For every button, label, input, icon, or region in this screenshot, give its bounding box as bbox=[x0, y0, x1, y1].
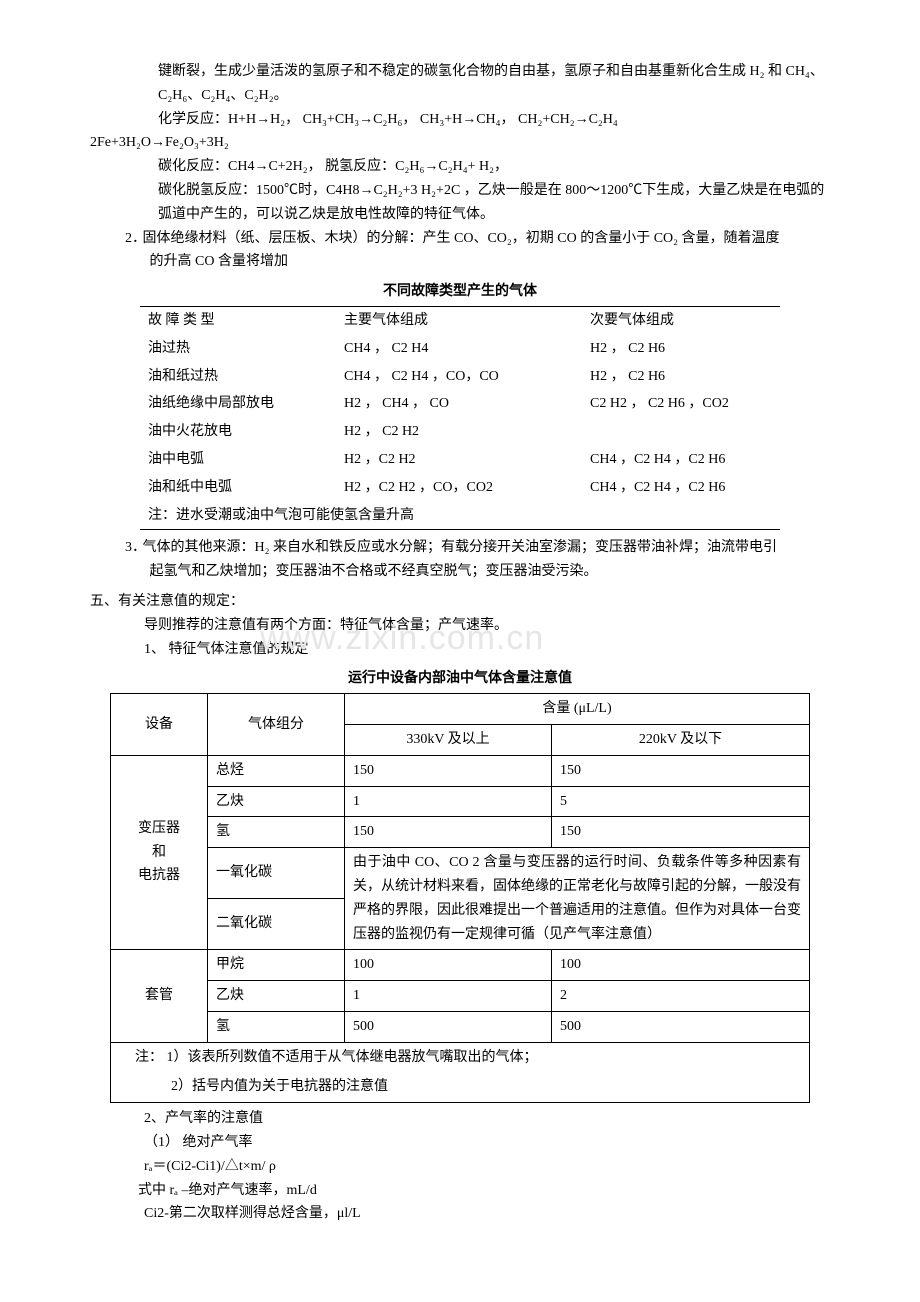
t1-c: H2 ，C2 H2 ，CO，CO2 bbox=[336, 474, 582, 502]
t1-h1: 故 障 类 型 bbox=[140, 306, 336, 334]
intro-p2b: 2Fe+3H₂O→Fe₂O₃+3H₂ bbox=[90, 131, 830, 155]
rate-abs-title: （1） 绝对产气率 bbox=[144, 1131, 830, 1155]
t2-c: 1 bbox=[345, 786, 552, 817]
t1-c: 油中电弧 bbox=[140, 446, 336, 474]
intro-p2: 化学反应：H+H→H₂， CH₃+CH₃→C₂H₆， CH₃+H→CH₄， CH… bbox=[158, 108, 830, 132]
t2-c: 150 bbox=[552, 817, 810, 848]
t2-dev1: 变压器和电抗器 bbox=[111, 755, 208, 950]
t2-c: 100 bbox=[345, 950, 552, 981]
rate-desc1: 式中 rₐ –绝对产气速率，mL/d bbox=[138, 1179, 830, 1203]
t2-c: 氢 bbox=[208, 817, 345, 848]
t2-c: 5 bbox=[552, 786, 810, 817]
t1-c: 油和纸过热 bbox=[140, 363, 336, 391]
t2-h-comp: 气体组分 bbox=[208, 694, 345, 756]
fault-table: 故 障 类 型 主要气体组成 次要气体组成 油过热CH4 ， C2 H4H2 ，… bbox=[140, 306, 780, 530]
rate-desc2: Ci2-第二次取样测得总烃含量，μl/L bbox=[144, 1202, 830, 1226]
t1-c: 油中火花放电 bbox=[140, 418, 336, 446]
t1-c: C2 H2 ， C2 H6 ，CO2 bbox=[582, 390, 780, 418]
t2-h-dev: 设备 bbox=[111, 694, 208, 756]
t2-c: 总烃 bbox=[208, 755, 345, 786]
t2-co-text: 由于油中 CO、CO 2 含量与变压器的运行时间、负载条件等多种因素有关，从统计… bbox=[345, 848, 810, 950]
t1-c: H2 ， CH4 ， CO bbox=[336, 390, 582, 418]
t2-c: 100 bbox=[552, 950, 810, 981]
intro-p4: 碳化脱氢反应：1500℃时，C4H8→C₂H₂+3 H₂+2C ，乙炔一般是在 … bbox=[158, 179, 830, 227]
t1-c: H2 ， C2 H6 bbox=[582, 363, 780, 391]
t1-note: 注：进水受潮或油中气泡可能使氢含量升高 bbox=[140, 502, 780, 530]
t1-c: 油和纸中电弧 bbox=[140, 474, 336, 502]
rate-formula: rₐ＝(Ci2-Ci1)/△t×m/ ρ bbox=[144, 1155, 830, 1179]
t2-c: 150 bbox=[345, 755, 552, 786]
t1-h2: 主要气体组成 bbox=[336, 306, 582, 334]
t2-c: 乙炔 bbox=[208, 786, 345, 817]
t1-c: 油过热 bbox=[140, 335, 336, 363]
t2-dev2: 套管 bbox=[111, 950, 208, 1042]
t2-co2: 二氧化碳 bbox=[208, 899, 345, 950]
rate-sub2: 2、产气率的注意值 bbox=[144, 1107, 830, 1131]
tbl1-title: 不同故障类型产生的气体 bbox=[90, 280, 830, 304]
t1-h3: 次要气体组成 bbox=[582, 306, 780, 334]
sec5-sub1: 1、 特征气体注意值的规定 bbox=[144, 638, 830, 662]
t2-c: 乙炔 bbox=[208, 981, 345, 1012]
item-2: 固体绝缘材料（纸、层压板、木块）的分解：产生 CO、CO₂，初期 CO 的含量小… bbox=[143, 231, 780, 270]
t2-c: 2 bbox=[552, 981, 810, 1012]
intro-p3: 碳化反应：CH4→C+2H₂， 脱氢反应：C₂H₆→C₂H₄+ H₂， bbox=[158, 155, 830, 179]
t2-co: 一氧化碳 bbox=[208, 848, 345, 899]
t2-c: 150 bbox=[345, 817, 552, 848]
tbl2-title: 运行中设备内部油中气体含量注意值 bbox=[90, 667, 830, 691]
t2-c: 甲烷 bbox=[208, 950, 345, 981]
t1-c: H2 ， C2 H6 bbox=[582, 335, 780, 363]
t2-c: 500 bbox=[345, 1011, 552, 1042]
t2-h-val: 含量 (μL/L) bbox=[345, 694, 810, 725]
t1-c: CH4 ，C2 H4 ，C2 H6 bbox=[582, 474, 780, 502]
t2-h-220: 220kV 及以下 bbox=[552, 724, 810, 755]
t1-c bbox=[582, 418, 780, 446]
t2-note1: 注： 1）该表所列数值不适用于从气体继电器放气嘴取出的气体； bbox=[111, 1042, 810, 1072]
sec5-lead: 导则推荐的注意值有两个方面：特征气体含量；产气速率。 bbox=[144, 614, 830, 638]
t1-c: CH4 ，C2 H4 ，C2 H6 bbox=[582, 446, 780, 474]
t1-c: CH4 ， C2 H4 bbox=[336, 335, 582, 363]
t2-h-330: 330kV 及以上 bbox=[345, 724, 552, 755]
sec5-head: 五、有关注意值的规定： bbox=[90, 590, 830, 614]
attention-table: 设备 气体组分 含量 (μL/L) 330kV 及以上 220kV 及以下 变压… bbox=[110, 693, 810, 1103]
t1-c: 油纸绝缘中局部放电 bbox=[140, 390, 336, 418]
t2-note2: 2）括号内值为关于电抗器的注意值 bbox=[111, 1072, 810, 1102]
t2-c: 氢 bbox=[208, 1011, 345, 1042]
t1-c: CH4 ， C2 H4 ，CO，CO bbox=[336, 363, 582, 391]
t1-c: H2 ，C2 H2 bbox=[336, 446, 582, 474]
t2-c: 500 bbox=[552, 1011, 810, 1042]
intro-p1: 键断裂，生成少量活泼的氢原子和不稳定的碳氢化合物的自由基，氢原子和自由基重新化合… bbox=[158, 60, 830, 108]
item-3: 气体的其他来源：H₂ 来自水和铁反应或水分解；有载分接开关油室渗漏；变压器带油补… bbox=[143, 540, 778, 579]
t1-c: H2 ， C2 H2 bbox=[336, 418, 582, 446]
t2-c: 1 bbox=[345, 981, 552, 1012]
t2-c: 150 bbox=[552, 755, 810, 786]
